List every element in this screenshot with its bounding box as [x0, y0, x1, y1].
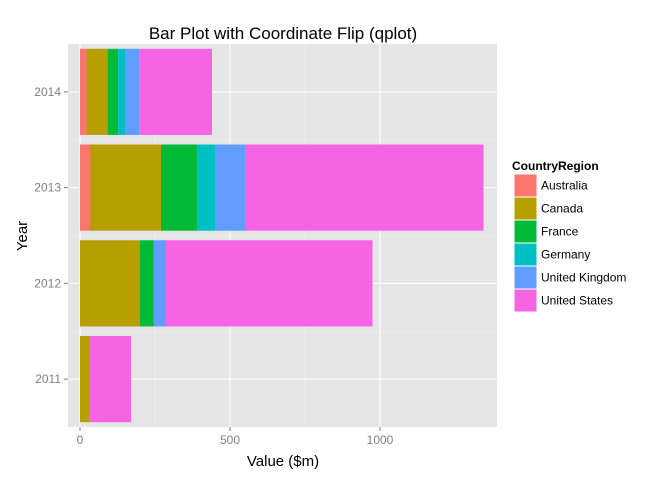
bars	[80, 48, 484, 423]
legend-label: United Kingdom	[541, 271, 626, 285]
bar-segment	[107, 48, 119, 135]
bar-segment	[245, 144, 484, 231]
bar-segment	[80, 144, 91, 231]
bar-segment	[89, 336, 131, 423]
x-axis-ticks: 0 500 1000	[77, 427, 394, 447]
x-tick-label: 1000	[367, 433, 394, 447]
bar-segment	[80, 48, 87, 135]
legend-swatch	[514, 243, 537, 266]
legend-label: United States	[541, 294, 613, 308]
bar-segment	[86, 48, 108, 135]
bar-segment	[80, 336, 89, 423]
legend-title: CountryRegion	[512, 159, 599, 173]
legend: CountryRegion Australia Canada France Germa…	[512, 159, 626, 313]
bar-segment	[215, 144, 245, 231]
y-tick-label: 2014	[34, 85, 61, 99]
legend-swatch	[514, 220, 537, 243]
legend-label: France	[541, 225, 579, 239]
legend-swatch	[514, 197, 537, 220]
bar-segment	[161, 144, 197, 231]
legend-label: Australia	[541, 179, 588, 193]
bar-segment	[197, 144, 215, 231]
legend-label: Germany	[541, 248, 590, 262]
legend-swatch	[514, 266, 537, 289]
bar-segment	[90, 144, 161, 231]
y-tick-label: 2012	[34, 276, 61, 290]
y-axis-label: Year	[14, 221, 31, 251]
y-axis-ticks: 2011 2012 2013 2014	[34, 85, 68, 386]
bar-segment	[165, 240, 373, 327]
bar-segment	[125, 48, 140, 135]
y-tick-label: 2013	[34, 181, 61, 195]
x-tick-label: 0	[77, 433, 84, 447]
legend-label: Canada	[541, 202, 583, 216]
bar-segment	[140, 240, 154, 327]
bar-segment	[139, 48, 212, 135]
x-tick-label: 500	[220, 433, 240, 447]
x-axis-label: Value ($m)	[247, 453, 319, 470]
legend-swatch	[514, 289, 537, 312]
chart-title: Bar Plot with Coordinate Flip (qplot)	[149, 24, 417, 43]
y-tick-label: 2011	[35, 372, 61, 386]
legend-swatch	[514, 174, 537, 197]
bar-segment	[118, 48, 126, 135]
bar-segment	[80, 240, 140, 327]
bar-segment	[153, 240, 166, 327]
